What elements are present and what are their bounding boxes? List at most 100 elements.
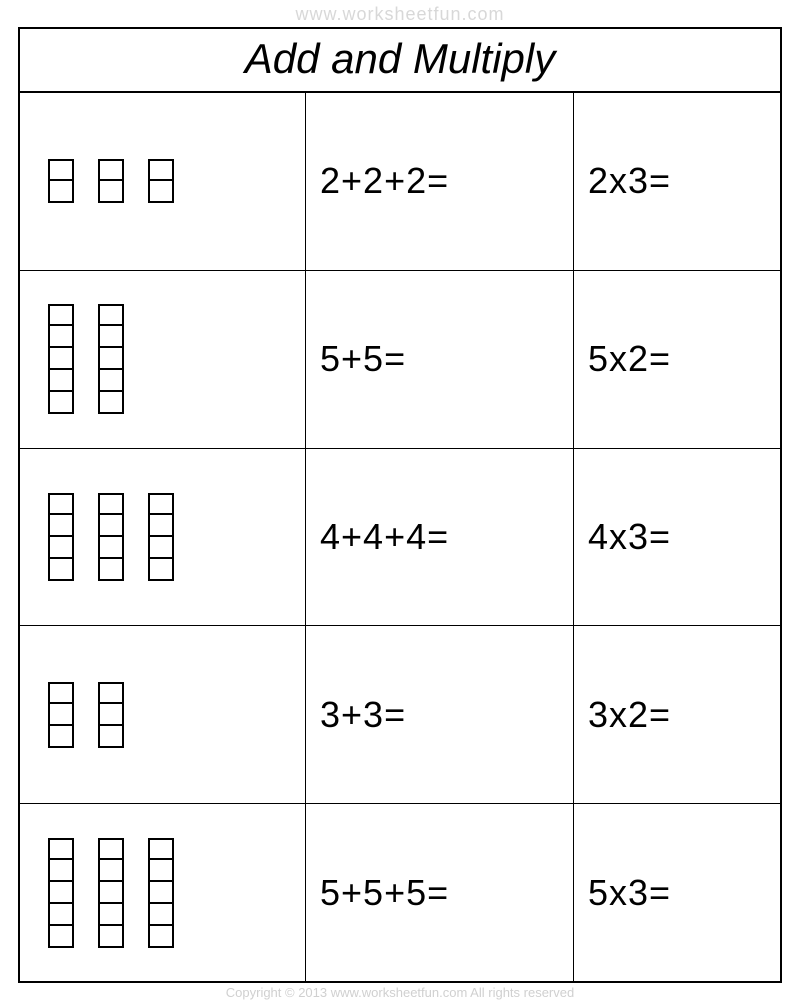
watermark-bottom-text: Copyright © 2013 www.worksheetfun.com Al…	[226, 985, 574, 1000]
addition-expression: 5+5+5=	[320, 872, 449, 914]
block-stack	[48, 304, 74, 414]
unit-box	[48, 904, 74, 926]
title-row: Add and Multiply	[20, 29, 780, 93]
unit-box	[148, 537, 174, 559]
unit-box	[48, 537, 74, 559]
unit-box	[98, 904, 124, 926]
watermark-bottom: Copyright © 2013 www.worksheetfun.com Al…	[0, 983, 800, 1000]
unit-box	[148, 493, 174, 515]
block-stack	[98, 838, 124, 948]
unit-box	[148, 515, 174, 537]
table-row: 4+4+4= 4x3=	[20, 449, 780, 627]
unit-box	[48, 181, 74, 203]
addition-expression: 4+4+4=	[320, 516, 449, 558]
multiplication-expression: 5x2=	[588, 338, 671, 380]
multiplication-expression: 5x3=	[588, 872, 671, 914]
block-stack	[148, 838, 174, 948]
unit-box	[98, 838, 124, 860]
addition-cell: 2+2+2=	[306, 93, 574, 270]
unit-box	[98, 537, 124, 559]
block-stack	[48, 493, 74, 581]
worksheet-title: Add and Multiply	[245, 35, 556, 82]
unit-box	[148, 860, 174, 882]
unit-box	[48, 493, 74, 515]
unit-box	[48, 515, 74, 537]
block-stack	[98, 493, 124, 581]
visual-cell	[20, 271, 306, 448]
unit-box	[98, 704, 124, 726]
unit-box	[98, 493, 124, 515]
multiplication-cell: 4x3=	[574, 449, 780, 626]
addition-expression: 2+2+2=	[320, 160, 449, 202]
unit-box	[98, 326, 124, 348]
unit-box	[98, 181, 124, 203]
unit-box	[148, 904, 174, 926]
unit-box	[48, 682, 74, 704]
unit-box	[48, 838, 74, 860]
block-stack	[98, 304, 124, 414]
block-stack	[48, 159, 74, 203]
unit-box	[98, 682, 124, 704]
addition-cell: 5+5+5=	[306, 804, 574, 981]
table-row: 5+5+5= 5x3=	[20, 804, 780, 981]
block-stack	[148, 159, 174, 203]
unit-box	[148, 559, 174, 581]
block-stack	[148, 493, 174, 581]
block-stack	[98, 159, 124, 203]
addition-cell: 4+4+4=	[306, 449, 574, 626]
unit-box	[148, 838, 174, 860]
unit-box	[98, 348, 124, 370]
unit-box	[148, 926, 174, 948]
unit-box	[98, 559, 124, 581]
unit-box	[98, 860, 124, 882]
visual-cell	[20, 804, 306, 981]
multiplication-expression: 3x2=	[588, 694, 671, 736]
unit-box	[98, 304, 124, 326]
unit-box	[148, 181, 174, 203]
multiplication-expression: 2x3=	[588, 160, 671, 202]
unit-box	[48, 348, 74, 370]
watermark-top-text: www.worksheetfun.com	[295, 4, 504, 24]
addition-cell: 3+3=	[306, 626, 574, 803]
unit-box	[98, 392, 124, 414]
block-stack	[98, 682, 124, 748]
multiplication-cell: 5x3=	[574, 804, 780, 981]
worksheet: Add and Multiply 2+2+2= 2x3= 5+5= 5x2= 4…	[18, 27, 782, 983]
visual-cell	[20, 93, 306, 270]
unit-box	[148, 159, 174, 181]
block-stack	[48, 838, 74, 948]
visual-cell	[20, 449, 306, 626]
visual-cell	[20, 626, 306, 803]
unit-box	[48, 704, 74, 726]
multiplication-expression: 4x3=	[588, 516, 671, 558]
table-row: 2+2+2= 2x3=	[20, 93, 780, 271]
worksheet-grid: 2+2+2= 2x3= 5+5= 5x2= 4+4+4= 4x3=	[20, 93, 780, 981]
table-row: 5+5= 5x2=	[20, 271, 780, 449]
watermark-top: www.worksheetfun.com	[0, 0, 800, 27]
unit-box	[48, 926, 74, 948]
addition-expression: 3+3=	[320, 694, 406, 736]
unit-box	[98, 370, 124, 392]
unit-box	[48, 882, 74, 904]
unit-box	[48, 326, 74, 348]
multiplication-cell: 3x2=	[574, 626, 780, 803]
addition-expression: 5+5=	[320, 338, 406, 380]
unit-box	[98, 882, 124, 904]
unit-box	[48, 392, 74, 414]
unit-box	[98, 726, 124, 748]
multiplication-cell: 2x3=	[574, 93, 780, 270]
unit-box	[48, 559, 74, 581]
table-row: 3+3= 3x2=	[20, 626, 780, 804]
unit-box	[48, 860, 74, 882]
multiplication-cell: 5x2=	[574, 271, 780, 448]
unit-box	[98, 159, 124, 181]
unit-box	[48, 304, 74, 326]
unit-box	[48, 159, 74, 181]
unit-box	[48, 726, 74, 748]
unit-box	[148, 882, 174, 904]
unit-box	[98, 926, 124, 948]
unit-box	[98, 515, 124, 537]
unit-box	[48, 370, 74, 392]
block-stack	[48, 682, 74, 748]
addition-cell: 5+5=	[306, 271, 574, 448]
